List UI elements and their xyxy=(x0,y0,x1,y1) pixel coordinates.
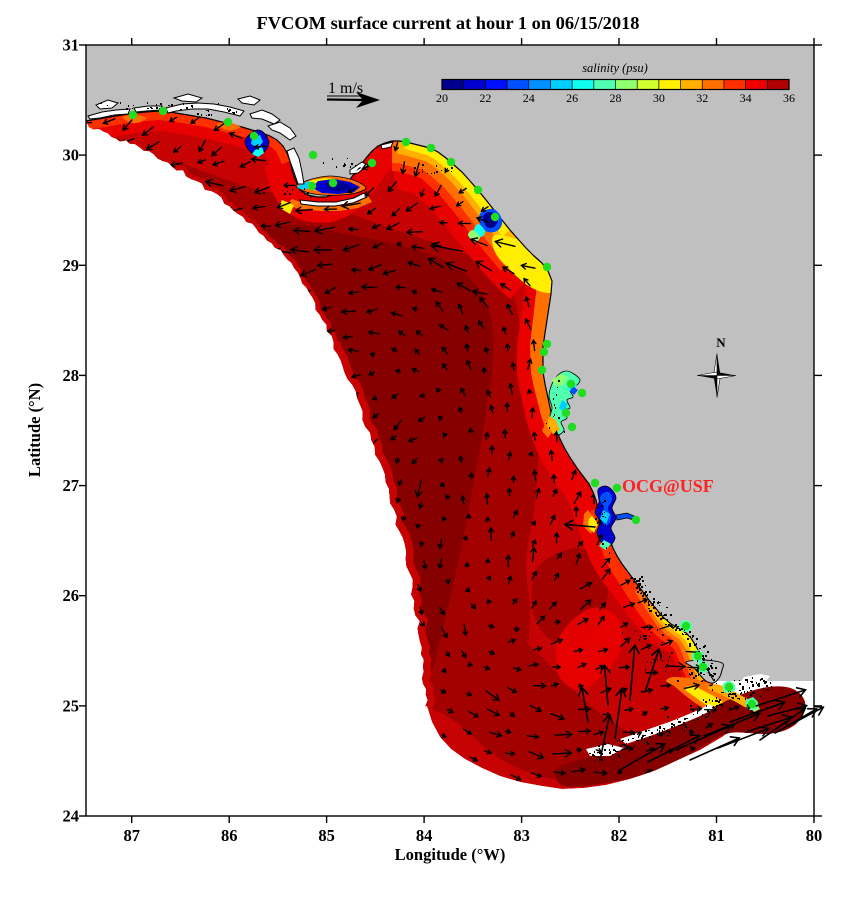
svg-text:30: 30 xyxy=(653,91,665,105)
svg-text:85: 85 xyxy=(318,826,335,845)
svg-text:26: 26 xyxy=(63,586,80,605)
svg-text:80: 80 xyxy=(806,826,823,845)
svg-text:FVCOM surface current at hour: FVCOM surface current at hour 1 on 06/15… xyxy=(257,13,640,33)
svg-text:24: 24 xyxy=(523,91,535,105)
svg-text:22: 22 xyxy=(479,91,491,105)
svg-text:20: 20 xyxy=(436,91,448,105)
svg-text:84: 84 xyxy=(416,826,433,845)
svg-text:1 m/s: 1 m/s xyxy=(328,80,363,97)
svg-text:81: 81 xyxy=(708,826,725,845)
svg-text:31: 31 xyxy=(63,36,80,55)
svg-text:28: 28 xyxy=(610,91,622,105)
svg-text:83: 83 xyxy=(513,826,530,845)
svg-text:27: 27 xyxy=(63,476,80,495)
svg-text:32: 32 xyxy=(696,91,708,105)
svg-text:30: 30 xyxy=(63,146,80,165)
svg-text:salinity (psu): salinity (psu) xyxy=(582,61,648,75)
svg-text:N: N xyxy=(716,335,726,350)
svg-text:Latitude (°N): Latitude (°N) xyxy=(25,383,44,477)
svg-text:36: 36 xyxy=(783,91,795,105)
svg-text:25: 25 xyxy=(63,696,80,715)
svg-text:24: 24 xyxy=(63,807,80,826)
svg-text:26: 26 xyxy=(566,91,578,105)
svg-text:Longitude (°W): Longitude (°W) xyxy=(395,845,506,864)
svg-text:28: 28 xyxy=(63,366,80,385)
svg-text:86: 86 xyxy=(221,826,238,845)
svg-text:34: 34 xyxy=(740,91,752,105)
svg-text:OCG@USF: OCG@USF xyxy=(622,476,714,496)
svg-text:87: 87 xyxy=(123,826,140,845)
svg-text:29: 29 xyxy=(63,256,80,275)
svg-text:82: 82 xyxy=(611,826,628,845)
